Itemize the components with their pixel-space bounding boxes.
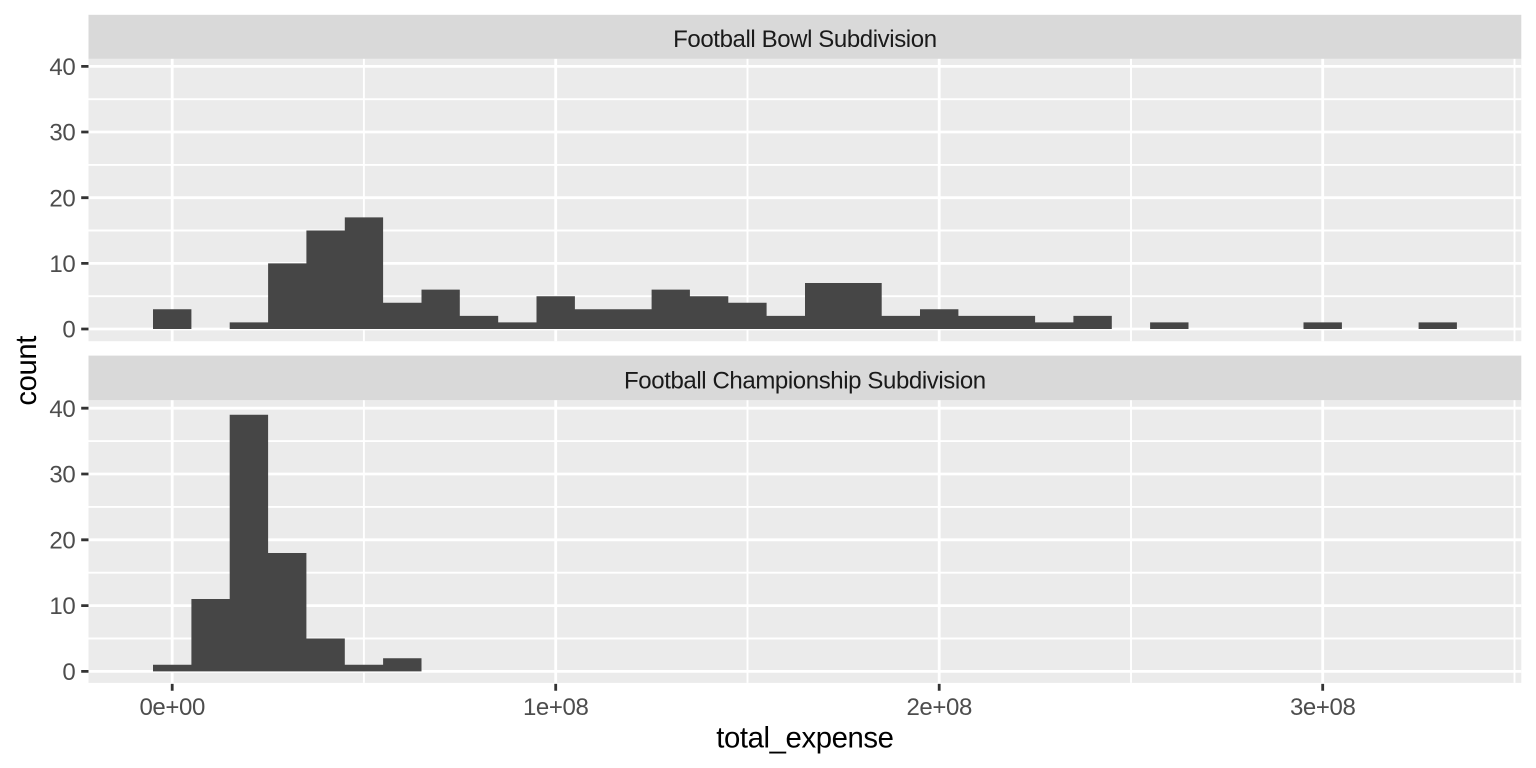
svg-text:40: 40 [49, 54, 75, 81]
svg-text:Football Bowl Subdivision: Football Bowl Subdivision [673, 26, 936, 53]
svg-text:10: 10 [49, 593, 75, 620]
svg-text:20: 20 [49, 527, 75, 554]
svg-text:20: 20 [49, 185, 75, 212]
svg-text:0: 0 [62, 317, 75, 344]
svg-text:10: 10 [49, 251, 75, 278]
svg-text:Football Championship Subdivis: Football Championship Subdivision [624, 367, 986, 394]
svg-text:total_expense: total_expense [716, 721, 893, 754]
svg-text:0e+00: 0e+00 [139, 694, 204, 721]
svg-text:40: 40 [49, 396, 75, 423]
svg-text:1e+08: 1e+08 [523, 694, 588, 721]
svg-text:2e+08: 2e+08 [906, 694, 971, 721]
svg-text:count: count [10, 336, 43, 406]
svg-text:0: 0 [62, 659, 75, 686]
svg-text:30: 30 [49, 120, 75, 147]
svg-text:3e+08: 3e+08 [1290, 694, 1355, 721]
svg-text:30: 30 [49, 462, 75, 489]
